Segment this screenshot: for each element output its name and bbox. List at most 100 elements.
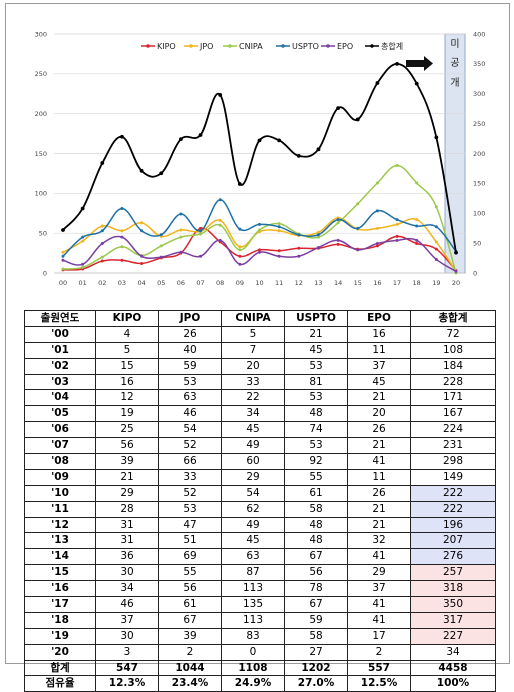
table-row: '20 3 2 0 27 2 34 [24, 643, 496, 661]
table-cell: 67 [284, 596, 348, 613]
table-cell: 135 [221, 596, 285, 613]
table-cell: 69 [158, 548, 222, 566]
series-line-JPO [62, 217, 457, 272]
table-cell: 49 [221, 516, 285, 534]
table-cell: 7 [221, 341, 285, 359]
table-cell: 15 [95, 357, 159, 375]
data-point-USPTO [395, 218, 399, 222]
data-point-EPO [297, 254, 301, 258]
y-left-tick-label: 50 [39, 229, 47, 237]
x-tick-label: 11 [275, 279, 283, 287]
table-row: '13 31 51 45 48 32 207 [24, 532, 496, 550]
table-cell: 167 [410, 405, 496, 423]
y-right-tick-label: 350 [473, 60, 485, 68]
legend-marker-KIPO [146, 44, 150, 48]
header-cell: 출원연도 [24, 310, 96, 327]
data-point-CNIPA [336, 221, 340, 225]
table-row: '11 28 53 62 58 21 222 [24, 500, 496, 518]
data-point-KIPO [415, 242, 419, 246]
table-cell: 39 [158, 627, 222, 645]
legend-marker-CNIPA [228, 44, 232, 48]
data-point-총합계 [434, 135, 439, 140]
data-point-JPO [218, 218, 222, 222]
table-cell: 171 [410, 389, 496, 407]
table-cell: 5 [95, 341, 159, 359]
table-cell: 224 [410, 421, 496, 439]
x-tick-label: 19 [432, 279, 440, 287]
table-cell: 39 [95, 453, 159, 470]
legend-marker-EPO [326, 44, 330, 48]
table-cell: 17 [347, 627, 411, 645]
table-cell: 54 [221, 484, 285, 502]
data-point-총합계 [316, 147, 321, 152]
data-point-USPTO [140, 229, 144, 233]
table-cell: 45 [284, 341, 348, 359]
table-cell: 60 [221, 453, 285, 470]
table-row: '12 31 47 49 48 21 196 [24, 516, 496, 534]
table-cell: 41 [347, 548, 411, 566]
table-cell: 46 [158, 405, 222, 423]
table-cell: 34 [221, 405, 285, 423]
data-point-USPTO [100, 229, 104, 233]
header-cell: USPTO [284, 310, 348, 327]
data-point-KIPO [258, 248, 261, 252]
table-cell: '14 [24, 548, 96, 566]
data-point-KIPO [100, 259, 104, 263]
x-tick-label: 16 [373, 279, 381, 287]
data-point-CNIPA [316, 235, 320, 239]
x-tick-label: 07 [196, 279, 204, 287]
table-cell: 11 [347, 341, 411, 359]
table-header-row: 출원연도 KIPO JPO CNIPA USPTO EPO 총합계 [24, 310, 496, 327]
table-cell: 23.4% [158, 675, 222, 692]
table-row: '15 30 55 87 56 29 257 [24, 564, 496, 582]
data-point-JPO [179, 228, 183, 232]
table-cell: 59 [284, 611, 348, 629]
table-cell: 149 [410, 468, 496, 486]
data-point-USPTO [434, 225, 438, 229]
table-cell: 48 [284, 516, 348, 534]
table-cell: 56 [95, 437, 159, 455]
table-cell: '04 [24, 389, 96, 407]
table-cell: 37 [347, 357, 411, 375]
table-cell: 41 [347, 453, 411, 470]
data-point-CNIPA [179, 235, 183, 239]
data-point-KIPO [395, 234, 399, 238]
data-point-USPTO [316, 233, 320, 237]
table-row: '16 34 56 113 78 37 318 [24, 580, 496, 598]
data-point-KIPO [336, 242, 340, 246]
table-cell: 37 [347, 580, 411, 598]
table-cell: 45 [221, 421, 285, 439]
table-row: '02 15 59 20 53 37 184 [24, 357, 496, 375]
legend-label-EPO: EPO [337, 42, 353, 51]
table-cell: 61 [158, 596, 222, 613]
table-cell: 19 [95, 405, 159, 423]
data-point-총합계 [120, 134, 124, 139]
y-right-tick-label: 100 [473, 210, 485, 218]
table-cell: '16 [24, 580, 96, 598]
table-row: '18 37 67 113 59 41 317 [24, 611, 496, 629]
y-left-tick-label: 0 [43, 269, 47, 277]
unpublished-label: 미 [450, 38, 459, 50]
x-tick-label: 12 [295, 279, 303, 287]
data-point-EPO [100, 242, 104, 246]
table-cell: 5 [221, 325, 285, 343]
table-cell: 53 [284, 389, 348, 407]
data-point-EPO [81, 262, 85, 266]
data-point-총합계 [139, 168, 144, 173]
y-left-tick-label: 300 [35, 30, 47, 38]
table-cell: 20 [347, 405, 411, 423]
table-cell: 52 [158, 437, 222, 455]
data-point-USPTO [179, 212, 183, 216]
data-point-총합계 [218, 93, 223, 97]
share-row: 점유율 12.3% 23.4% 24.9% 27.0% 12.5% 100% [24, 675, 496, 692]
data-point-총합계 [355, 117, 360, 122]
table-cell: 222 [410, 500, 496, 518]
table-cell: 34 [410, 643, 496, 661]
table-cell: 41 [347, 596, 411, 613]
table-cell: 0 [221, 643, 285, 661]
x-tick-label: 15 [354, 279, 362, 287]
data-point-JPO [375, 226, 379, 230]
table-cell: '01 [24, 341, 96, 359]
table-row: '10 29 52 54 61 26 222 [24, 484, 496, 502]
table-cell: 16 [95, 373, 159, 391]
